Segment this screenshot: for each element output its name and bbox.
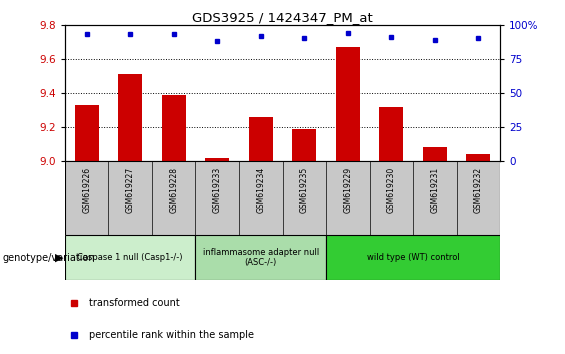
Title: GDS3925 / 1424347_PM_at: GDS3925 / 1424347_PM_at	[192, 11, 373, 24]
Text: inflammasome adapter null
(ASC-/-): inflammasome adapter null (ASC-/-)	[203, 248, 319, 267]
Text: GSM619227: GSM619227	[126, 167, 134, 213]
Text: ▶: ▶	[55, 252, 64, 263]
Bar	[292, 129, 316, 161]
Text: wild type (WT) control: wild type (WT) control	[367, 253, 459, 262]
Text: GSM619226: GSM619226	[82, 167, 91, 213]
Text: genotype/variation: genotype/variation	[3, 252, 95, 263]
Bar	[195, 235, 326, 280]
Bar	[379, 107, 403, 161]
Bar	[249, 117, 273, 161]
Text: GSM619229: GSM619229	[344, 167, 352, 213]
Bar	[162, 95, 186, 161]
Bar	[423, 147, 447, 161]
Bar	[205, 158, 229, 161]
Text: Caspase 1 null (Casp1-/-): Caspase 1 null (Casp1-/-)	[77, 253, 183, 262]
Bar	[326, 235, 500, 280]
Bar	[75, 105, 99, 161]
Text: GSM619233: GSM619233	[213, 167, 221, 213]
Bar	[466, 154, 490, 161]
Bar	[336, 47, 360, 161]
Text: GSM619231: GSM619231	[431, 167, 439, 213]
Text: GSM619230: GSM619230	[387, 167, 396, 213]
Text: GSM619234: GSM619234	[257, 167, 265, 213]
Bar	[65, 235, 195, 280]
Bar	[118, 74, 142, 161]
Text: GSM619232: GSM619232	[474, 167, 483, 213]
Text: GSM619228: GSM619228	[170, 167, 178, 213]
Text: percentile rank within the sample: percentile rank within the sample	[89, 330, 254, 340]
Text: transformed count: transformed count	[89, 297, 180, 308]
Text: GSM619235: GSM619235	[300, 167, 308, 213]
